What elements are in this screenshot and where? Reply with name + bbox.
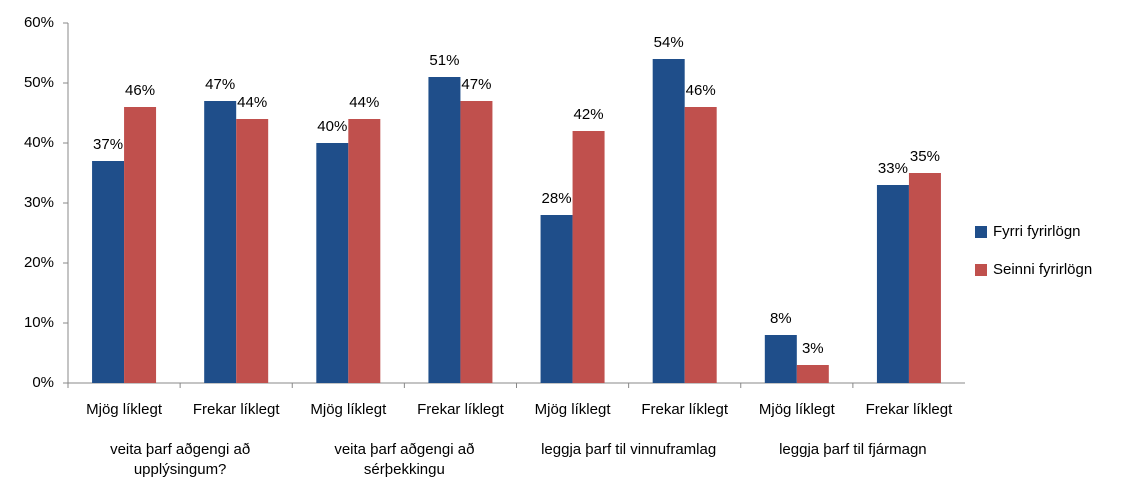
y-tick-label: 50% [24,74,54,91]
bar [652,59,685,383]
group-label: veita þarf aðgengi að upplýsingum? [110,441,251,478]
bar [124,107,157,383]
data-label: 54% [654,34,684,51]
data-label: 35% [910,148,940,165]
bar [348,119,381,383]
y-tick-label: 40% [24,134,54,151]
bar [460,101,493,383]
data-label: 47% [461,76,491,93]
data-label: 46% [125,82,155,99]
x-tick-label: Frekar líklegt [417,401,505,418]
bar [204,101,237,383]
bar [684,107,717,383]
y-tick-label: 20% [24,254,54,271]
x-tick-label: Mjög líklegt [310,401,387,418]
y-tick-label: 10% [24,314,54,331]
group-label: leggja þarf til vinnuframlag [541,441,717,458]
y-tick-label: 30% [24,194,54,211]
data-label: 46% [686,82,716,99]
bar [908,173,941,383]
bar [764,335,797,383]
y-tick-label: 60% [24,14,54,31]
data-label: 37% [93,136,123,153]
bar [540,215,573,383]
bar [428,77,461,383]
bar [876,185,909,383]
data-label: 44% [349,94,379,111]
data-label: 3% [802,340,824,357]
data-label: 40% [317,118,347,135]
bar [92,161,125,383]
legend-swatch [975,264,987,276]
x-tick-label: Mjög líklegt [535,401,612,418]
bar [236,119,269,383]
x-tick-label: Frekar líklegt [641,401,729,418]
x-tick-label: Mjög líklegt [86,401,163,418]
legend-swatch [975,226,987,238]
x-tick-label: Frekar líklegt [866,401,954,418]
data-label: 28% [542,190,572,207]
data-label: 44% [237,94,267,111]
x-tick-label: Frekar líklegt [193,401,281,418]
bar [796,365,829,383]
data-label: 8% [770,310,792,327]
x-tick-label: Mjög líklegt [759,401,836,418]
data-label: 42% [574,106,604,123]
data-label: 33% [878,160,908,177]
y-tick-label: 0% [32,374,54,391]
legend-label: Fyrri fyrirlögn [993,223,1081,240]
bar [572,131,605,383]
data-label: 51% [429,52,459,69]
group-label: veita þarf aðgengi að sérþekkingu [334,441,475,478]
bar [316,143,349,383]
data-label: 47% [205,76,235,93]
group-label: leggja þarf til fjármagn [779,441,927,458]
legend-label: Seinni fyrirlögn [993,261,1092,278]
